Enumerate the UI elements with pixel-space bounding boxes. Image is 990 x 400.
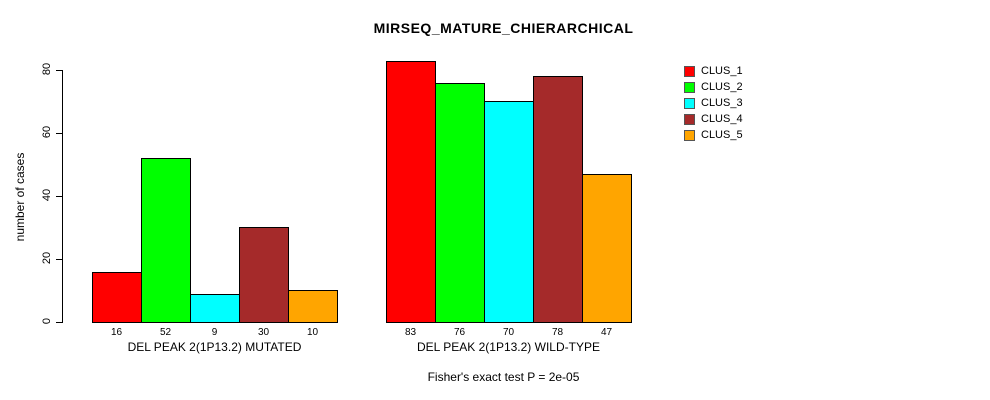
group-label: DEL PEAK 2(1P13.2) MUTATED (127, 340, 302, 354)
bar-clus_5-group1 (288, 290, 338, 323)
legend-swatch-clus_4 (684, 114, 695, 125)
y-tick-mark (56, 322, 62, 323)
bar-value-label: 76 (453, 327, 466, 338)
y-tick-label: 40 (41, 188, 53, 202)
legend-label-clus_1: CLUS_1 (701, 65, 743, 77)
legend-label-clus_2: CLUS_2 (701, 81, 743, 93)
footnote-fisher-test: Fisher's exact test P = 2e-05 (427, 370, 580, 384)
y-tick-mark (56, 70, 62, 71)
bar-clus_3-group2 (484, 101, 534, 323)
y-axis-line (62, 70, 63, 323)
legend-swatch-clus_2 (684, 82, 695, 93)
legend-label-clus_5: CLUS_5 (701, 129, 743, 141)
chart-title: MIRSEQ_MATURE_CHIERARCHICAL (373, 20, 634, 36)
legend-swatch-clus_1 (684, 66, 695, 77)
bar-value-label: 10 (306, 327, 319, 338)
legend-swatch-clus_3 (684, 98, 695, 109)
bar-clus_4-group1 (239, 227, 289, 323)
bar-value-label: 9 (211, 327, 218, 338)
group-label: DEL PEAK 2(1P13.2) WILD-TYPE (417, 340, 600, 354)
bar-clus_5-group2 (582, 174, 632, 323)
bar-value-label: 78 (551, 327, 564, 338)
bar-value-label: 83 (404, 327, 417, 338)
legend-swatch-clus_5 (684, 130, 695, 141)
bar-clus_3-group1 (190, 294, 240, 323)
bar-clus_2-group1 (141, 158, 191, 323)
bar-value-label: 30 (257, 327, 270, 338)
y-tick-mark (56, 196, 62, 197)
bar-clus_1-group2 (386, 61, 436, 323)
bar-clus_4-group2 (533, 76, 583, 323)
bar-value-label: 52 (159, 327, 172, 338)
bar-clus_2-group2 (435, 83, 485, 323)
bar-clus_1-group1 (92, 272, 142, 323)
bar-value-label: 47 (600, 327, 613, 338)
y-tick-label: 0 (41, 317, 53, 325)
legend-label-clus_3: CLUS_3 (701, 97, 743, 109)
bar-value-label: 16 (110, 327, 123, 338)
y-axis-title: number of cases (13, 152, 27, 242)
y-tick-mark (56, 259, 62, 260)
y-tick-label: 60 (41, 125, 53, 139)
y-tick-label: 80 (41, 62, 53, 76)
y-tick-label: 20 (41, 251, 53, 265)
bar-value-label: 70 (502, 327, 515, 338)
legend-label-clus_4: CLUS_4 (701, 113, 743, 125)
y-tick-mark (56, 133, 62, 134)
